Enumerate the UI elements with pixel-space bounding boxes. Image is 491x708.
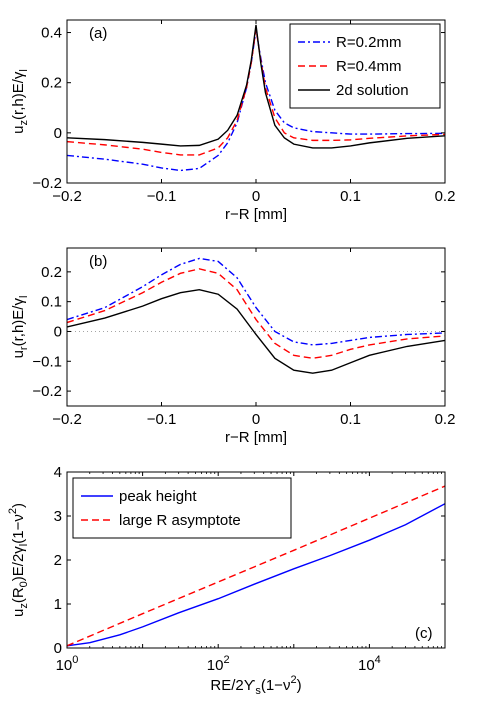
label-part: ) <box>10 503 27 508</box>
panel-letter: (b) <box>89 253 107 270</box>
label-part: (R <box>10 587 27 603</box>
y-tick-label: 0.4 <box>41 25 62 42</box>
legend-box <box>72 477 292 539</box>
tick-exponent: 4 <box>375 654 381 666</box>
y-tick-label: 0.1 <box>41 294 62 311</box>
series-line-3 <box>67 289 445 374</box>
x-tick-label: 0.1 <box>340 411 361 428</box>
x-tick-label: −0.2 <box>52 188 82 205</box>
label-subscript: z <box>18 603 30 609</box>
x-tick-label: 102 <box>207 654 230 674</box>
x-tick-label: 0.1 <box>340 188 361 205</box>
y-tick-label: −0.2 <box>32 383 62 400</box>
x-tick-label: 0.2 <box>435 188 456 205</box>
y-tick-label: −0.2 <box>32 175 62 192</box>
x-tick-label: −0.1 <box>147 188 177 205</box>
x-tick-label: −0.1 <box>147 411 177 428</box>
legend-label: R=0.4mm <box>336 58 401 75</box>
series-line-1 <box>67 257 445 346</box>
label-part: u <box>10 609 27 617</box>
tick-exponent: 2 <box>223 654 229 666</box>
x-tick-label: 0.2 <box>435 411 456 428</box>
x-axis-label: r−R [mm] <box>225 206 287 223</box>
y-tick-label: 0 <box>54 125 62 142</box>
x-tick-label: −0.2 <box>52 411 82 428</box>
label-part: RE/2ϒ <box>210 677 255 694</box>
series-line-2 <box>67 268 445 360</box>
legend-label: large R asymptote <box>119 512 241 529</box>
panel-letter: (a) <box>89 25 107 42</box>
series-line-3 <box>67 24 445 149</box>
label-part: )E/2γ <box>10 546 27 582</box>
legend: R=0.2mm R=0.4mm 2d solution <box>289 23 441 109</box>
panel-b: −0.2 −0.1 0 0.1 0.2 −0.2 −0.1 0 0.1 0.2 r−R [mm] ur… <box>10 247 456 446</box>
panel-c: 100 102 10401234RE/2ϒs(1−ν2)uz(R0)E/2γl(1−… <box>7 464 446 697</box>
x-tick-label: 0 <box>252 188 260 205</box>
y-axis-label: ur(r,h)E/γl <box>10 296 30 359</box>
label-superscript: 2 <box>7 508 19 514</box>
label-part: u <box>10 125 27 133</box>
label-part: ) <box>297 677 302 694</box>
legend-label: 2d solution <box>336 82 409 99</box>
label-subscript: s <box>255 685 261 697</box>
y-tick-label: 0 <box>54 323 62 340</box>
label-subscript: z <box>18 120 30 126</box>
y-tick-label: 3 <box>54 508 62 525</box>
legend: peak height large R asymptote <box>72 477 292 539</box>
x-axis-label: RE/2ϒs(1−ν2) <box>210 674 301 697</box>
legend-label: peak height <box>119 488 197 505</box>
y-tick-label: 0.2 <box>41 75 62 92</box>
label-subscript: l <box>18 296 30 298</box>
label-part: (r,h)E/γ <box>10 298 27 347</box>
label-part: (1−ν <box>261 677 291 694</box>
label-part: u <box>10 350 27 358</box>
y-tick-label: 1 <box>54 596 62 613</box>
x-tick-label: 100 <box>56 654 79 674</box>
legend-label: R=0.2mm <box>336 34 401 51</box>
x-tick-label: 0 <box>252 411 260 428</box>
y-tick-label: 4 <box>54 464 62 481</box>
axes-box <box>66 247 446 407</box>
label-subscript: 0 <box>18 581 30 587</box>
x-axis-label: r−R [mm] <box>225 429 287 446</box>
label-subscript: l <box>18 69 30 71</box>
tick-exponent: 0 <box>72 654 78 666</box>
panel-letter: (c) <box>415 625 433 642</box>
y-tick-label: 2 <box>54 552 62 569</box>
y-axis-label: uz(r,h)E/γl <box>10 69 30 134</box>
label-part: (r,h)E/γ <box>10 71 27 120</box>
x-tick-label: 104 <box>358 654 381 674</box>
panel-a: −0.2 −0.1 0 0.1 0.2 −0.2 0 0.2 0.4 r−R [mm] uz(r,h… <box>10 19 456 223</box>
label-superscript: 2 <box>290 674 296 686</box>
series-line-2 <box>67 485 445 647</box>
y-tick-label: −0.1 <box>32 353 62 370</box>
tick-base: 10 <box>56 657 73 674</box>
label-subscript: l <box>18 544 30 546</box>
tick-base: 10 <box>358 657 375 674</box>
label-subscript: r <box>18 346 30 350</box>
series-line-1 <box>67 503 445 647</box>
y-tick-label: 0.2 <box>41 264 62 281</box>
y-tick-label: 0 <box>54 640 62 657</box>
y-axis-label: uz(R0)E/2γl(1−ν2) <box>7 503 30 617</box>
tick-base: 10 <box>207 657 224 674</box>
label-part: (1−ν <box>10 514 27 544</box>
